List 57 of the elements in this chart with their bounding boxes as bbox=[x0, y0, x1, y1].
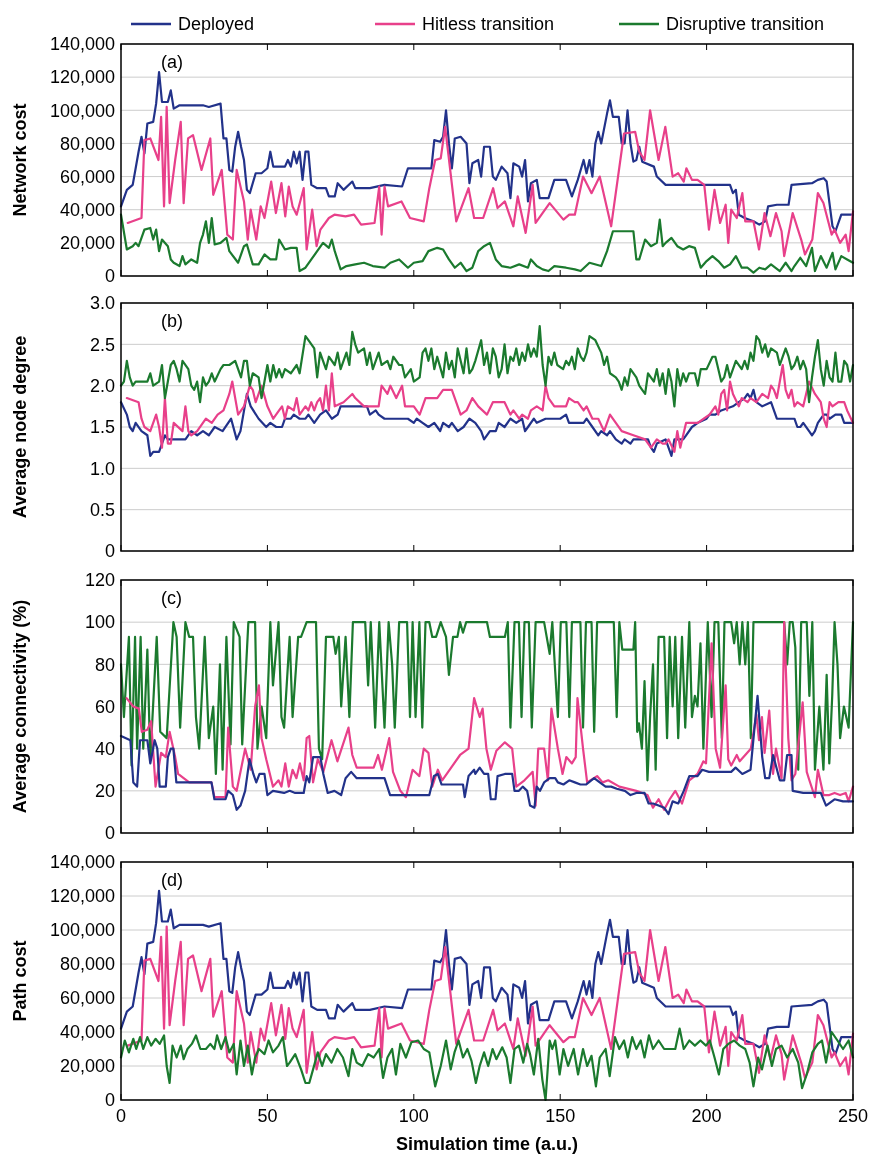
y-tick-label: 80,000 bbox=[59, 133, 115, 154]
line-series bbox=[125, 621, 855, 811]
line-series bbox=[119, 889, 855, 1056]
x-tick-label: 50 bbox=[257, 1106, 278, 1126]
line-series bbox=[125, 363, 855, 453]
y-axis-title: Average node degree bbox=[10, 335, 30, 519]
x-tick-label: 100 bbox=[398, 1106, 429, 1126]
y-tick-label: 120,000 bbox=[49, 886, 115, 907]
y-axis-title: Network cost bbox=[10, 103, 30, 217]
y-tick-label: 40,000 bbox=[59, 200, 115, 221]
y-tick-label: 40 bbox=[94, 738, 115, 759]
annotation: (b) bbox=[161, 311, 183, 331]
y-tick-label: 120 bbox=[84, 570, 115, 591]
line-series bbox=[119, 694, 855, 816]
y-tick-label: 60,000 bbox=[59, 988, 115, 1009]
y-tick-label: 0 bbox=[104, 1090, 115, 1111]
line-series bbox=[126, 925, 855, 1081]
legend-label: Deployed bbox=[178, 14, 255, 35]
x-axis-title: Simulation time (a.u.) bbox=[395, 1134, 579, 1154]
y-tick-label: 100,000 bbox=[49, 100, 115, 121]
line-series bbox=[119, 1027, 855, 1102]
y-tick-label: 1.5 bbox=[89, 417, 115, 438]
y-tick-label: 2.0 bbox=[89, 375, 115, 396]
y-tick-label: 120,000 bbox=[49, 67, 115, 88]
y-tick-label: 20,000 bbox=[59, 1056, 115, 1077]
y-tick-label: 0.5 bbox=[89, 499, 115, 520]
annotation: (c) bbox=[161, 588, 182, 608]
line-series bbox=[126, 105, 855, 258]
x-tick-label: 150 bbox=[545, 1106, 576, 1126]
annotation: (a) bbox=[161, 52, 183, 72]
line-series bbox=[119, 388, 855, 458]
y-tick-label: 140,000 bbox=[49, 852, 115, 873]
y-tick-label: 80,000 bbox=[59, 954, 115, 975]
y-tick-label: 100 bbox=[84, 612, 115, 633]
y-axis-title: Average connectivity (%) bbox=[10, 599, 30, 814]
legend-label: Disruptive transition bbox=[666, 14, 825, 35]
y-tick-label: 1.0 bbox=[89, 458, 115, 479]
y-tick-label: 0 bbox=[104, 266, 115, 287]
annotation: (d) bbox=[161, 870, 183, 890]
y-tick-label: 20 bbox=[94, 781, 115, 802]
y-axis-title: Path cost bbox=[10, 940, 30, 1022]
y-tick-label: 80 bbox=[94, 654, 115, 675]
y-tick-label: 20,000 bbox=[59, 233, 115, 254]
y-tick-label: 0 bbox=[104, 823, 115, 844]
line-series bbox=[119, 71, 855, 233]
y-tick-label: 0 bbox=[104, 541, 115, 562]
y-tick-label: 140,000 bbox=[49, 34, 115, 55]
y-tick-label: 3.0 bbox=[89, 293, 115, 314]
line-series bbox=[119, 621, 855, 782]
y-tick-label: 40,000 bbox=[59, 1022, 115, 1043]
x-tick-label: 200 bbox=[691, 1106, 722, 1126]
legend-label: Hitless transition bbox=[422, 14, 555, 35]
y-tick-label: 60,000 bbox=[59, 166, 115, 187]
y-tick-label: 100,000 bbox=[49, 920, 115, 941]
y-tick-label: 2.5 bbox=[89, 334, 115, 355]
x-tick-label: 250 bbox=[837, 1106, 869, 1126]
y-tick-label: 60 bbox=[94, 696, 115, 717]
